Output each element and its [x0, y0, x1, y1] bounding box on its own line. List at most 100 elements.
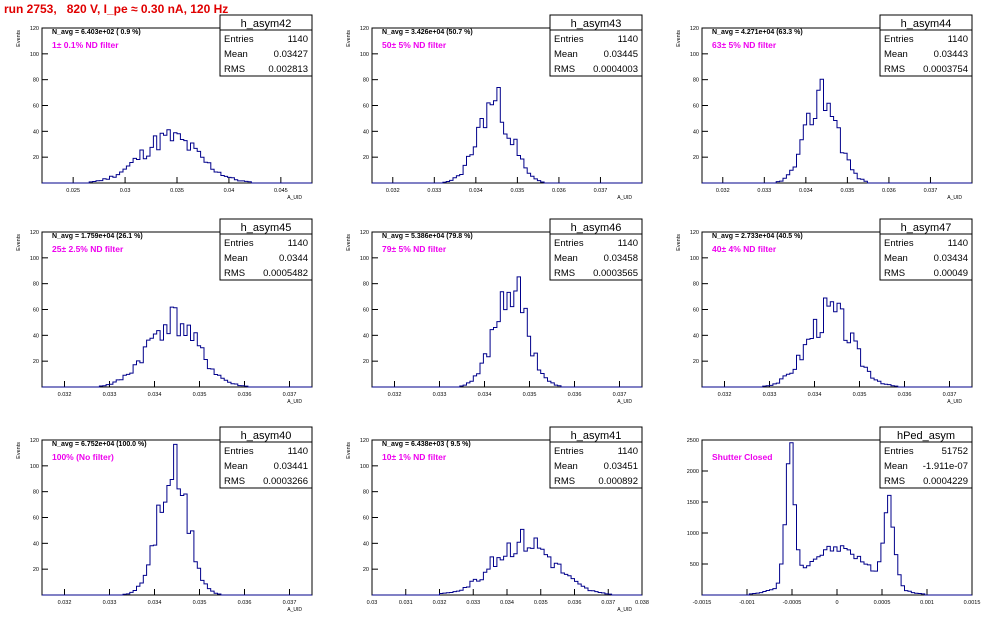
x-tick-label: 0.038: [635, 600, 649, 606]
x-tick-label: 0.035: [523, 392, 537, 398]
y-tick-label: 1500: [687, 500, 699, 506]
histogram-line: [42, 306, 312, 388]
y-tick-label: 100: [360, 52, 369, 58]
x-axis-title: A_UID: [617, 399, 632, 405]
x-tick-label: 0.036: [882, 188, 896, 194]
y-tick-label: 60: [363, 516, 369, 522]
x-tick-label: 0.034: [148, 392, 162, 398]
x-tick-label: 0.001: [920, 600, 934, 606]
y-tick-label: 80: [363, 490, 369, 496]
stats-label: Entries: [224, 34, 254, 45]
y-tick-label: 60: [363, 104, 369, 110]
stats-label: Entries: [554, 238, 584, 249]
x-tick-label: 0.033: [763, 392, 777, 398]
stats-label: Mean: [884, 49, 908, 60]
x-tick-label: 0.033: [433, 392, 447, 398]
run-title: run 2753, 820 V, I_pe ≈ 0.30 nA, 120 Hz: [4, 2, 229, 16]
stats-label: Mean: [554, 253, 578, 264]
x-tick-label: 0.031: [399, 600, 413, 606]
x-tick-label: 0.033: [466, 600, 480, 606]
x-tick-label: 0.034: [469, 188, 483, 194]
x-tick-label: 0.032: [58, 392, 72, 398]
y-tick-label: 100: [30, 52, 39, 58]
x-tick-label: 0.032: [386, 188, 400, 194]
x-tick-label: 0.0005: [874, 600, 891, 606]
stats-value: 0.03458: [604, 253, 638, 264]
y-axis-title: Events: [16, 30, 22, 47]
x-tick-label: 0.035: [193, 600, 207, 606]
y-tick-label: 120: [30, 26, 39, 32]
y-axis-title: Events: [346, 30, 352, 47]
y-tick-label: 40: [363, 333, 369, 339]
histogram-panel: 20 40 60 80 100 120 0.032 0.033 0.034 0.035 0.036 0…: [676, 14, 973, 201]
y-axis-title: Events: [16, 234, 22, 251]
navg-label: N_avg = 3.426e+04 (50.7 %): [382, 29, 473, 36]
y-tick-label: 120: [30, 438, 39, 444]
stats-value: 0.00049: [934, 268, 968, 279]
y-tick-label: 120: [690, 230, 699, 236]
x-tick-label: 0.03: [367, 600, 378, 606]
stats-value: 0.03434: [934, 253, 968, 264]
stats-label: Mean: [224, 461, 248, 472]
stats-label: RMS: [884, 476, 905, 487]
x-tick-label: 0.034: [500, 600, 514, 606]
y-tick-label: 40: [33, 333, 39, 339]
stats-label: Entries: [554, 446, 584, 457]
x-axis-title: A_UID: [287, 607, 302, 613]
y-tick-label: 80: [693, 282, 699, 288]
navg-label: N_avg = 4.271e+04 (63.3 %): [712, 29, 803, 36]
x-tick-label: 0.034: [148, 600, 162, 606]
x-tick-label: 0.032: [716, 188, 730, 194]
histogram-line: [372, 276, 642, 388]
y-axis-title: Events: [676, 234, 682, 251]
x-tick-label: 0.037: [601, 600, 615, 606]
stats-value: 0.03427: [274, 49, 308, 60]
navg-label: N_avg = 6.752e+04 (100.0 %): [52, 441, 147, 448]
x-axis-title: A_UID: [287, 399, 302, 405]
x-tick-label: -0.001: [739, 600, 755, 606]
x-tick-label: 0.032: [388, 392, 402, 398]
stats-box: [549, 14, 643, 77]
histogram-panel: 20 40 60 80 100 120 0.032 0.033 0.034 0.035 0.036 0…: [16, 426, 313, 613]
stats-value: 51752: [942, 446, 968, 457]
stats-value: 0.0344: [279, 253, 308, 264]
stats-value: 0.03443: [934, 49, 968, 60]
histogram-name: hPed_asym: [897, 430, 955, 442]
histogram-line: [372, 528, 642, 596]
y-tick-label: 100: [30, 256, 39, 262]
y-tick-label: 60: [363, 308, 369, 314]
stats-label: RMS: [224, 476, 245, 487]
y-tick-label: 20: [363, 155, 369, 161]
x-tick-label: 0.036: [552, 188, 566, 194]
histogram-panel: 20 40 60 80 100 120 0.025 0.03 0.035 0.04 0.045 Eve…: [16, 14, 313, 201]
y-tick-label: 120: [360, 26, 369, 32]
navg-label: N_avg = 6.438e+03 ( 9.5 %): [382, 441, 471, 448]
x-tick-label: 0.034: [808, 392, 822, 398]
stats-value: 0.002813: [268, 64, 308, 75]
y-tick-label: 20: [33, 567, 39, 573]
x-tick-label: 0.034: [799, 188, 813, 194]
x-tick-label: 0.037: [283, 392, 297, 398]
histogram-line: [702, 78, 972, 184]
y-tick-label: 120: [360, 230, 369, 236]
stats-value: 1140: [288, 446, 308, 457]
x-tick-label: 0.036: [238, 392, 252, 398]
stats-label: RMS: [554, 64, 575, 75]
stats-value: 1140: [948, 34, 968, 45]
stats-value: 0.0004003: [593, 64, 638, 75]
x-tick-label: 0.036: [568, 392, 582, 398]
x-tick-label: 0.032: [58, 600, 72, 606]
x-tick-label: 0.035: [193, 392, 207, 398]
x-tick-label: 0.035: [853, 392, 867, 398]
stats-label: Entries: [884, 446, 914, 457]
stats-label: Mean: [884, 461, 908, 472]
y-axis-title: Events: [16, 442, 22, 459]
navg-label: N_avg = 5.386e+04 (79.8 %): [382, 233, 473, 240]
stats-label: Mean: [554, 461, 578, 472]
stats-box: [219, 218, 313, 281]
histogram-panel: 20 40 60 80 100 120 0.032 0.033 0.034 0.035 0.036 0…: [16, 218, 313, 405]
stats-value: 0.03445: [604, 49, 638, 60]
histogram-name: h_asym40: [241, 430, 292, 442]
x-tick-label: 0.037: [613, 392, 627, 398]
